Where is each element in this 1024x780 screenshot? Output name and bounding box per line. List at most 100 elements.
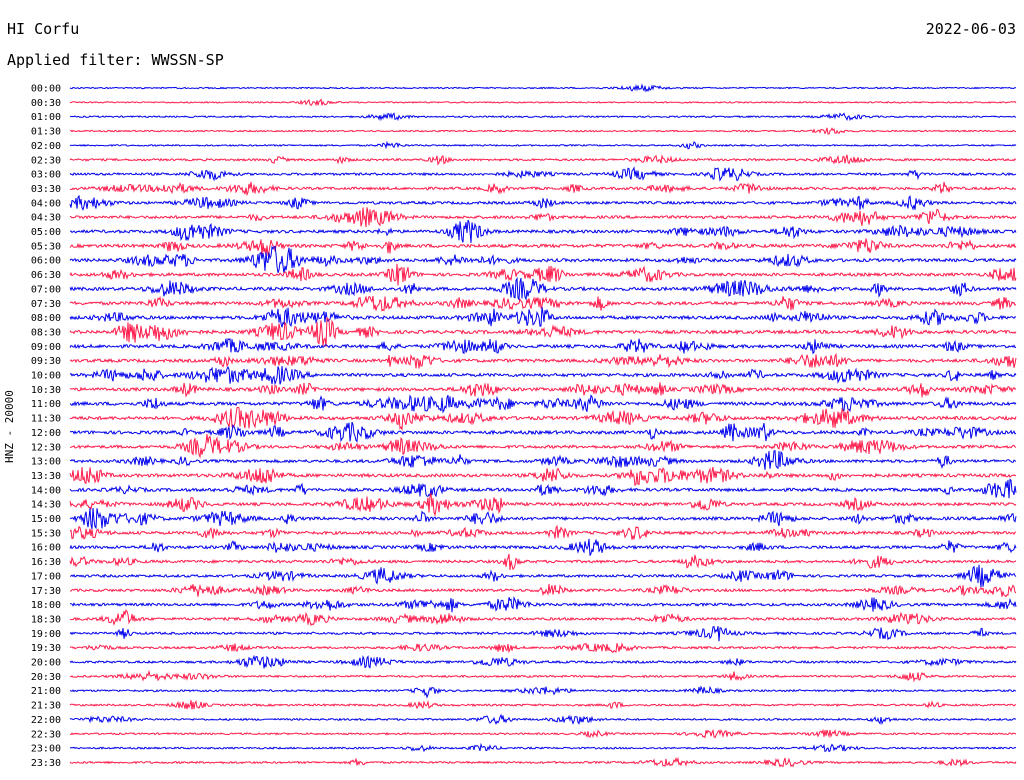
row-time-label: 07:30	[31, 299, 61, 310]
row-time-label: 03:30	[31, 184, 61, 195]
row-time-label: 22:00	[31, 715, 61, 726]
trace-row	[69, 140, 1017, 150]
trace-row	[69, 316, 1017, 347]
trace-row	[69, 507, 1017, 530]
trace-row	[69, 538, 1017, 556]
row-time-label: 00:30	[31, 98, 61, 109]
trace-row	[69, 238, 1017, 256]
station-title: HI Corfu	[7, 20, 80, 38]
trace-row	[69, 181, 1017, 197]
row-time-label: 07:00	[31, 284, 61, 295]
row-time-label: 15:30	[31, 528, 61, 539]
row-time-label: 09:30	[31, 356, 61, 367]
row-time-label: 23:00	[31, 744, 61, 755]
row-time-label: 13:00	[31, 457, 61, 468]
trace-row	[69, 295, 1017, 312]
trace-row	[69, 352, 1017, 369]
row-time-label: 17:30	[31, 586, 61, 597]
row-time-label: 11:00	[31, 399, 61, 410]
row-time-label: 09:00	[31, 342, 61, 353]
trace-row	[69, 406, 1017, 432]
row-time-label: 18:00	[31, 600, 61, 611]
row-time-label: 04:00	[31, 198, 61, 209]
filter-label: Applied filter: WWSSN-SP	[7, 51, 224, 69]
trace-row	[69, 685, 1017, 699]
trace-row	[69, 478, 1017, 499]
trace-row	[69, 194, 1017, 211]
trace-row	[69, 382, 1017, 398]
row-time-label: 17:00	[31, 571, 61, 582]
trace-row	[69, 219, 1017, 243]
trace-row	[69, 700, 1017, 710]
row-time-label: 18:30	[31, 614, 61, 625]
row-time-label: 20:00	[31, 658, 61, 669]
row-time-label: 21:00	[31, 686, 61, 697]
row-time-label: 12:30	[31, 442, 61, 453]
trace-row	[69, 306, 1017, 328]
trace-row	[69, 394, 1017, 414]
row-time-label: 10:30	[31, 385, 61, 396]
trace-row	[69, 365, 1017, 386]
trace-row	[69, 524, 1017, 540]
row-time-label: 14:30	[31, 500, 61, 511]
row-time-label: 00:00	[31, 84, 61, 95]
trace-row	[70, 112, 1017, 122]
trace-row	[69, 728, 1017, 739]
row-time-label: 19:00	[31, 629, 61, 640]
trace-row	[69, 654, 1017, 669]
trace-row	[69, 625, 1017, 642]
record-date: 2022-06-03	[925, 20, 1016, 38]
row-time-label: 08:00	[31, 313, 61, 324]
trace-row	[69, 642, 1017, 654]
row-time-label: 19:30	[31, 643, 61, 654]
trace-row	[69, 564, 1017, 588]
row-time-label: 10:00	[31, 371, 61, 382]
trace-row	[69, 742, 1017, 753]
trace-row	[69, 756, 1017, 768]
trace-row	[69, 609, 1017, 627]
row-time-label: 08:30	[31, 327, 61, 338]
row-time-label: 23:30	[31, 758, 61, 769]
row-time-label: 20:30	[31, 672, 61, 683]
row-time-label: 22:30	[31, 729, 61, 740]
row-time-label: 12:00	[31, 428, 61, 439]
trace-row	[69, 98, 1017, 107]
row-time-label: 15:00	[31, 514, 61, 525]
row-time-label: 03:00	[31, 170, 61, 181]
trace-row	[69, 338, 1017, 355]
row-time-label: 16:30	[31, 557, 61, 568]
row-time-label: 14:00	[31, 485, 61, 496]
trace-row	[69, 245, 1017, 274]
row-time-label: 01:00	[31, 112, 61, 123]
trace-row	[69, 127, 1017, 135]
trace-row	[69, 466, 1017, 487]
row-time-label: 05:30	[31, 241, 61, 252]
row-time-label: 05:00	[31, 227, 61, 238]
trace-row	[69, 207, 1017, 228]
trace-row	[69, 166, 1017, 182]
trace-row	[69, 583, 1017, 598]
trace-row	[69, 434, 1017, 459]
row-time-label: 16:00	[31, 543, 61, 554]
trace-row	[69, 154, 1017, 166]
row-time-label: 01:30	[31, 127, 61, 138]
trace-row	[69, 276, 1017, 302]
trace-row	[69, 553, 1017, 571]
trace-row	[69, 713, 1017, 726]
trace-row	[70, 669, 1017, 683]
row-time-label: 11:30	[31, 414, 61, 425]
trace-row	[69, 491, 1017, 517]
row-time-label: 06:30	[31, 270, 61, 281]
row-time-label: 21:30	[31, 701, 61, 712]
trace-row	[69, 263, 1017, 286]
trace-row	[69, 83, 1017, 93]
row-time-label: 02:30	[31, 155, 61, 166]
row-time-label: 04:30	[31, 213, 61, 224]
row-time-label: 13:30	[31, 471, 61, 482]
row-time-label: 06:00	[31, 256, 61, 267]
trace-row	[69, 596, 1017, 613]
trace-row	[69, 422, 1017, 443]
row-time-label: 02:00	[31, 141, 61, 152]
trace-row	[69, 450, 1017, 470]
